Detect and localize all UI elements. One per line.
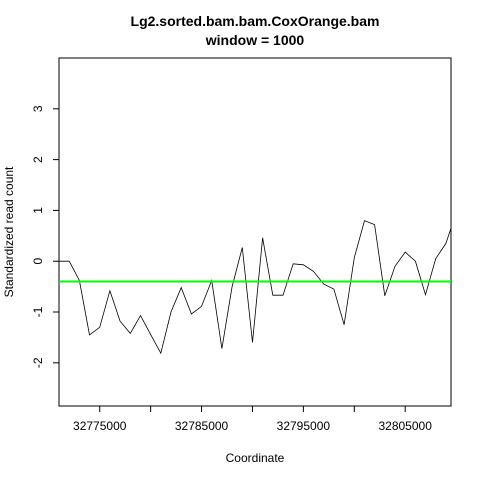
y-axis-label: Standardized read count (2, 166, 16, 297)
x-tick-label: 32785000 (175, 419, 229, 433)
y-axis: -2 -1 0 1 2 3 (31, 105, 59, 368)
x-tick-label: 32795000 (277, 419, 331, 433)
x-axis: 32775000 32785000 32795000 32805000 (73, 406, 432, 433)
y-tick-label: 3 (31, 105, 45, 112)
y-tick-label: -1 (31, 306, 45, 317)
chart-subtitle: window = 1000 (205, 32, 305, 48)
x-tick-label: 32775000 (73, 419, 127, 433)
y-tick-label: 1 (31, 207, 45, 214)
x-axis-label: Coordinate (226, 451, 285, 465)
chart-title: Lg2.sorted.bam.bam.CoxOrange.bam (131, 13, 380, 29)
y-tick-label: 0 (31, 258, 45, 265)
x-tick-label: 32805000 (378, 419, 432, 433)
y-tick-label: 2 (31, 156, 45, 163)
y-tick-label: -2 (31, 357, 45, 368)
plot-frame (58, 57, 452, 407)
data-series-line (59, 220, 452, 355)
data-layer (59, 220, 452, 355)
